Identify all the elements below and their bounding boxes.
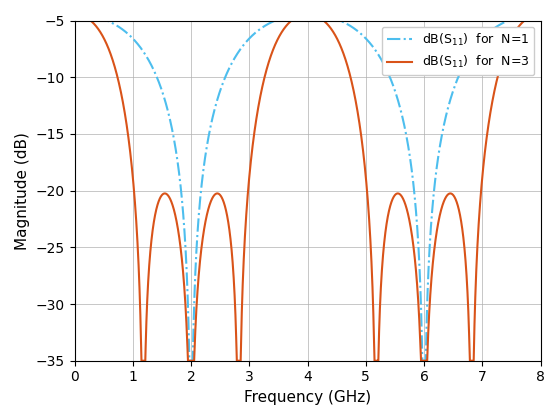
dB(S$_{11}$)  for  N=3	[156, 197, 162, 202]
dB(S$_{11}$)  for  N=1	[374, 51, 381, 56]
dB(S$_{11}$)  for  N=1	[249, 33, 256, 38]
dB(S$_{11}$)  for  N=1	[156, 81, 162, 86]
dB(S$_{11}$)  for  N=1	[186, 358, 193, 363]
dB(S$_{11}$)  for  N=1	[537, 12, 544, 17]
dB(S$_{11}$)  for  N=1	[351, 26, 357, 31]
Y-axis label: Magnitude (dB): Magnitude (dB)	[15, 132, 30, 249]
dB(S$_{11}$)  for  N=3	[419, 358, 426, 363]
dB(S$_{11}$)  for  N=3	[138, 358, 145, 363]
dB(S$_{11}$)  for  N=3	[454, 203, 461, 208]
dB(S$_{11}$)  for  N=3	[351, 91, 357, 96]
X-axis label: Frequency (GHz): Frequency (GHz)	[244, 390, 371, 405]
dB(S$_{11}$)  for  N=3	[71, 12, 78, 17]
dB(S$_{11}$)  for  N=1	[71, 12, 78, 17]
dB(S$_{11}$)  for  N=3	[249, 143, 256, 148]
Legend: dB(S$_{11}$)  for  N=1, dB(S$_{11}$)  for  N=3: dB(S$_{11}$) for N=1, dB(S$_{11}$) for N…	[382, 27, 534, 75]
Line: dB(S$_{11}$)  for  N=3: dB(S$_{11}$) for N=3	[74, 14, 540, 361]
dB(S$_{11}$)  for  N=1	[419, 358, 426, 363]
dB(S$_{11}$)  for  N=1	[454, 76, 461, 81]
dB(S$_{11}$)  for  N=3	[537, 12, 544, 17]
Line: dB(S$_{11}$)  for  N=1: dB(S$_{11}$) for N=1	[74, 14, 540, 361]
dB(S$_{11}$)  for  N=3	[374, 358, 381, 363]
